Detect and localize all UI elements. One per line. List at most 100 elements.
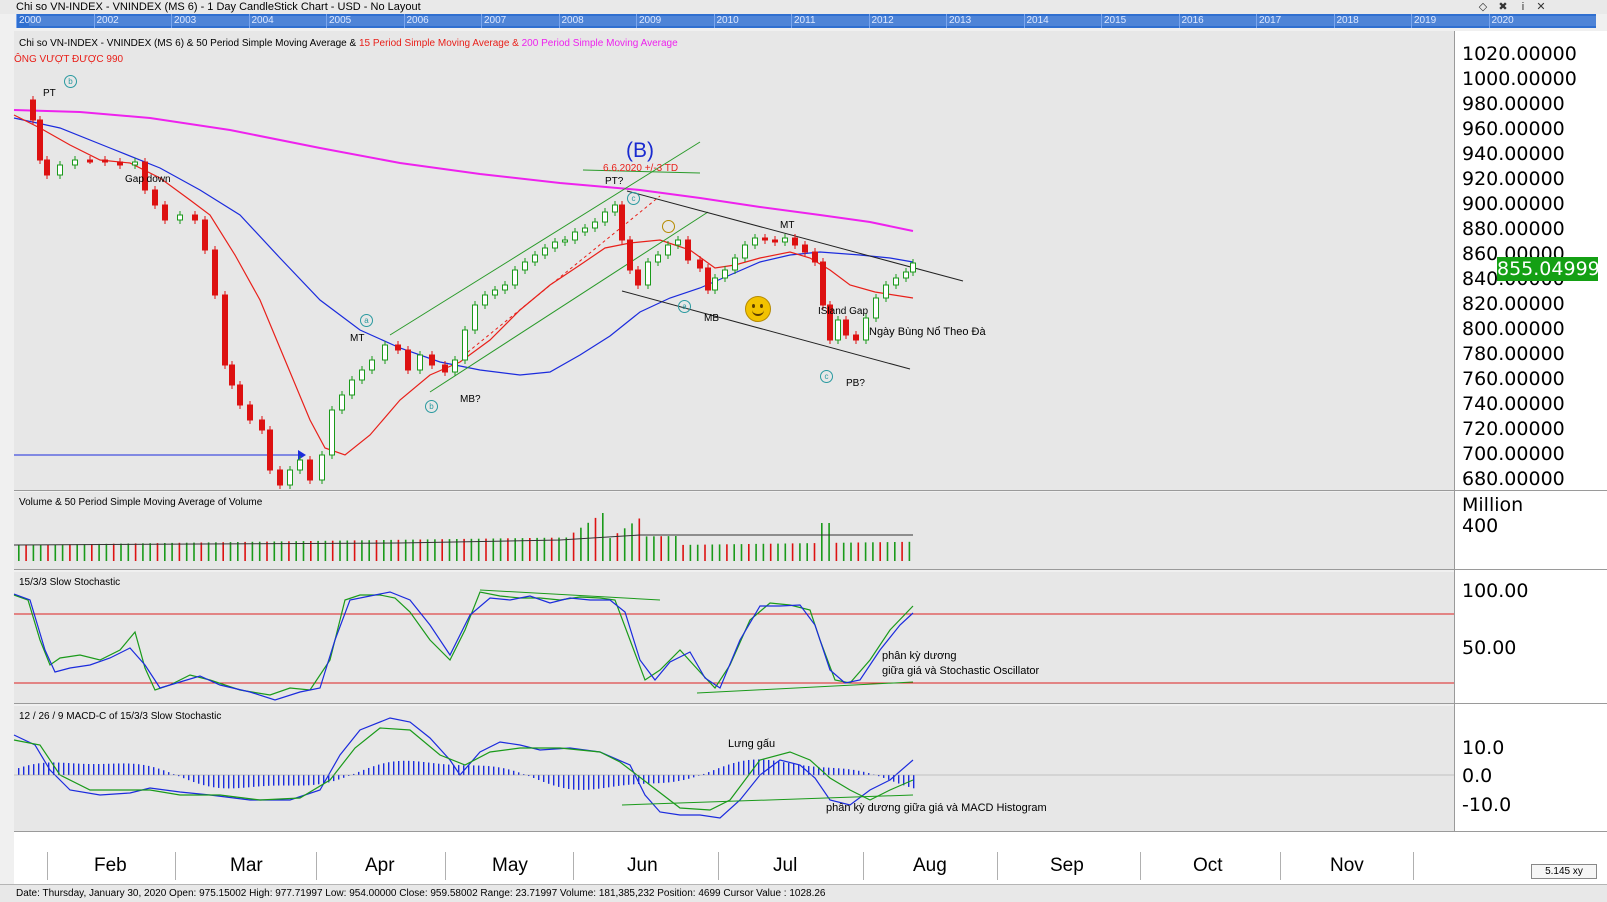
macd-histogram-bar: [803, 765, 804, 775]
volume-bar: [646, 536, 648, 561]
macd-histogram-bar: [98, 764, 99, 775]
macd-histogram-bar: [743, 761, 744, 775]
macd-histogram-bar: [553, 775, 554, 785]
volume-bar: [719, 544, 721, 561]
volume-bar: [850, 543, 852, 561]
price-y-tick: 940.00000: [1462, 144, 1565, 164]
candle-body: [646, 262, 651, 285]
price-y-tick: 880.00000: [1462, 219, 1565, 239]
macd-histogram-bar: [608, 775, 609, 787]
price-y-tick: 960.00000: [1462, 119, 1565, 139]
candle-body: [593, 222, 598, 228]
price-y-tick: 820.00000: [1462, 294, 1565, 314]
macd-histogram-bar: [658, 775, 659, 783]
price-panel-title: Chi so VN-INDEX - VNINDEX (MS 6) & 50 Pe…: [19, 38, 678, 49]
candle-body: [406, 350, 411, 370]
volume-bar: [624, 528, 626, 561]
volume-bar: [493, 539, 495, 562]
price-y-tick: 980.00000: [1462, 94, 1565, 114]
macd-histogram-bar: [133, 764, 134, 775]
macd-histogram-bar: [618, 775, 619, 786]
volume-bar: [675, 536, 677, 561]
macd-histogram-bar: [273, 775, 274, 786]
macd-histogram-bar: [128, 764, 129, 775]
macd-histogram-bar: [233, 775, 234, 788]
candle-body: [223, 295, 228, 365]
macd-histogram-bar: [413, 761, 414, 775]
wave-label-a-icon: a: [360, 314, 373, 327]
volume-bar: [76, 544, 78, 561]
macd-histogram-bar: [778, 761, 779, 775]
candle-body: [31, 100, 36, 120]
macd-histogram-bar: [573, 775, 574, 790]
price-y-tick: 1000.00000: [1462, 69, 1577, 89]
candle-body: [753, 238, 758, 245]
macd-histogram-bar: [143, 765, 144, 775]
macd-histogram-bar: [68, 763, 69, 775]
candle-body: [854, 335, 859, 340]
candle-body: [396, 345, 401, 350]
candle-body: [193, 215, 198, 220]
macd-histogram-bar: [663, 775, 664, 783]
macd-histogram-bar: [833, 768, 834, 775]
macd-histogram-bar: [593, 775, 594, 789]
macd-histogram-bar: [533, 775, 534, 778]
candle-body: [163, 205, 168, 220]
candle-body: [773, 240, 778, 242]
volume-bar: [485, 539, 487, 561]
candle-body: [340, 395, 345, 410]
macd-histogram-bar: [38, 763, 39, 775]
annotation-gap-down: Gap down: [125, 174, 171, 185]
wave-marker-circle-icon: [662, 220, 675, 233]
month-label: Jul: [773, 855, 797, 877]
volume-bar: [872, 542, 874, 561]
candle-body: [268, 430, 273, 470]
macd-note-bottom: phân kỳ dương giữa giá và MACD Histogram: [826, 802, 1047, 814]
macd-histogram-bar: [788, 763, 789, 775]
wave-label-b-icon: b: [425, 400, 438, 413]
price-y-tick: 740.00000: [1462, 394, 1565, 414]
zoom-control[interactable]: 5.145 xy: [1531, 864, 1597, 879]
volume-bar: [653, 536, 655, 561]
candle-body: [278, 470, 283, 485]
volume-bar: [230, 542, 232, 561]
title-segment-sma15: 15 Period Simple Moving Average &: [359, 38, 522, 49]
volume-bar: [755, 544, 757, 561]
month-label: Jun: [627, 855, 658, 877]
macd-histogram-bar: [588, 775, 589, 790]
volume-bar: [98, 544, 100, 561]
macd-histogram-bar: [378, 765, 379, 775]
macd-histogram-bar: [478, 766, 479, 775]
volume-bar: [252, 542, 254, 561]
macd-histogram-bar: [748, 760, 749, 775]
macd-histogram-bar: [738, 762, 739, 775]
month-label: Aug: [913, 855, 947, 877]
volume-bar: [690, 545, 692, 561]
candle-body: [706, 268, 711, 290]
volume-bar: [274, 542, 276, 562]
volume-bar: [879, 542, 881, 561]
macd-histogram-bar: [683, 775, 684, 780]
candle-body: [733, 258, 738, 270]
price-y-tick: 760.00000: [1462, 369, 1565, 389]
macd-histogram-bar: [473, 765, 474, 775]
macd-histogram-bar: [243, 775, 244, 788]
macd-histogram-bar: [213, 775, 214, 787]
macd-histogram-bar: [863, 772, 864, 775]
volume-bar: [726, 544, 728, 561]
macd-histogram-bar: [623, 775, 624, 785]
macd-histogram-bar: [483, 766, 484, 775]
macd-histogram-bar: [108, 764, 109, 775]
macd-histogram-bar: [223, 775, 224, 788]
candle-body: [628, 240, 633, 270]
macd-histogram-bar: [288, 775, 289, 786]
price-y-tick: 900.00000: [1462, 194, 1565, 214]
macd-histogram-bar: [468, 765, 469, 775]
candle-body: [523, 262, 528, 270]
macd-histogram-bar: [228, 775, 229, 788]
volume-bar: [792, 543, 794, 561]
macd-histogram-bar: [203, 775, 204, 785]
macd-histogram-bar: [28, 765, 29, 775]
volume-bar: [858, 543, 860, 562]
smiley-icon: [745, 296, 771, 322]
